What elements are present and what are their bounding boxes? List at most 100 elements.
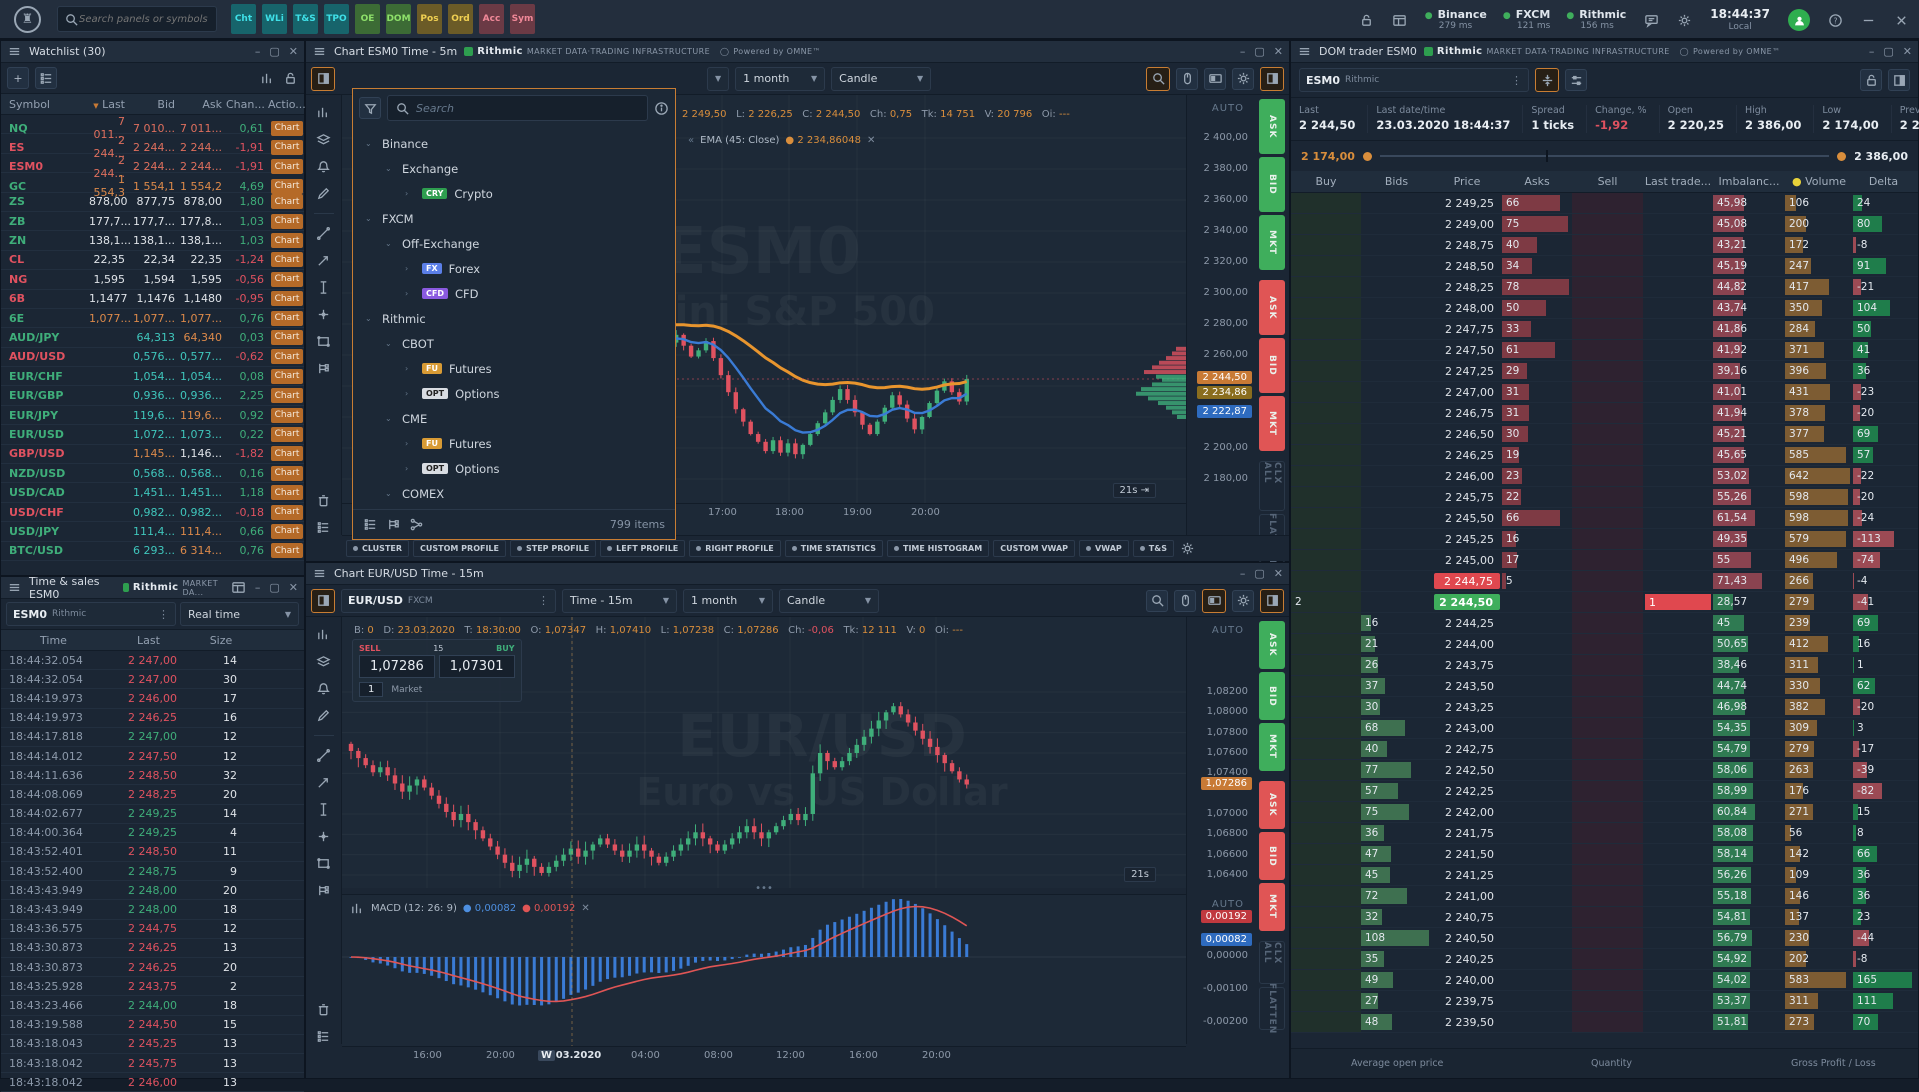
watchlist-row-EUR/GBP[interactable]: EUR/GBP 0,936... 0,936... 2,25 Chart	[1, 386, 304, 406]
dom-row[interactable]: 57 2 242,25 58,99 176 -82	[1291, 781, 1918, 802]
maximize-icon[interactable]: ▢	[269, 45, 280, 58]
watchlist-row-NG[interactable]: NG 1,595 1,594 1,595 -0,56 Chart	[1, 270, 304, 290]
toolbar-button-t&s[interactable]: T&S	[1132, 540, 1174, 557]
dom-row[interactable]: 2 245,75 22 55,26 598 -20	[1291, 487, 1918, 508]
column-header[interactable]: Sell	[1597, 175, 1618, 188]
period-select[interactable]: 1 month ▼	[735, 66, 826, 91]
list-view-icon[interactable]	[363, 517, 378, 532]
nav-button-t&s[interactable]: T&S	[293, 4, 318, 34]
nav-button-wli[interactable]: WLi	[262, 4, 287, 34]
open-chart-button[interactable]: Chart	[271, 213, 303, 229]
chart-search-button[interactable]	[1146, 589, 1168, 612]
layers-icon[interactable]	[316, 654, 331, 669]
toolbar-button-custom-profile[interactable]: CUSTOM PROFILE	[413, 540, 506, 557]
timeframe-select[interactable]: Time - 15m ▼	[562, 588, 677, 613]
rect-icon[interactable]	[316, 334, 331, 349]
buy-bid-button[interactable]: BID	[1259, 672, 1285, 720]
sell-bid-button[interactable]: BID	[1259, 338, 1285, 393]
nav-button-sym[interactable]: Sym	[510, 4, 535, 34]
column-header[interactable]: ▼ Last	[93, 97, 125, 111]
layers-icon[interactable]	[316, 132, 331, 147]
panel-menu-icon[interactable]	[1297, 44, 1312, 59]
watchlist-row-ZN[interactable]: ZN 138,1... 138,1... 138,1... 1,03 Chart	[1, 231, 304, 251]
open-chart-button[interactable]: Chart	[271, 178, 303, 194]
nav-button-dom[interactable]: DOM	[386, 4, 411, 34]
toolbar-button-step-profile[interactable]: STEP PROFILE	[510, 540, 597, 557]
remove-indicator-icon[interactable]: ✕	[581, 903, 590, 914]
nav-button-pos[interactable]: Pos	[417, 4, 442, 34]
dom-row[interactable]: 36 2 241,75 58,08 56 8	[1291, 823, 1918, 844]
tree-item-off-exchange[interactable]: ⌄ Off-Exchange	[385, 236, 480, 251]
global-search-input[interactable]	[79, 13, 209, 25]
watchlist-row-GBP/USD[interactable]: GBP/USD 1,145... 1,146... -1,82 Chart	[1, 445, 304, 465]
lock-button[interactable]	[1860, 69, 1882, 91]
ruler-icon[interactable]	[316, 280, 331, 295]
dom-row[interactable]: 2 247,00 31 41,01 431 -23	[1291, 382, 1918, 403]
open-chart-button[interactable]: Chart	[271, 543, 303, 559]
close-icon[interactable]: ✕	[1273, 45, 1283, 58]
maximize-icon[interactable]: ▢	[1254, 45, 1265, 58]
open-chart-button[interactable]: Chart	[271, 271, 303, 287]
tree-item-options[interactable]: › OPT Options	[405, 461, 500, 476]
maximize-icon[interactable]: ▢	[1883, 45, 1894, 58]
close-icon[interactable]: ✕	[1902, 45, 1912, 58]
watchlist-row-CL[interactable]: CL 22,35 22,34 22,35 -1,24 Chart	[1, 251, 304, 271]
dom-row[interactable]: 75 2 242,00 60,84 271 15	[1291, 802, 1918, 823]
column-header[interactable]: Chan...	[226, 97, 265, 111]
close-icon[interactable]: ✕	[1273, 567, 1283, 580]
watchlist-row-EUR/JPY[interactable]: EUR/JPY 119,6... 119,6... 0,92 Chart	[1, 406, 304, 426]
lock-panel-icon[interactable]	[283, 71, 298, 86]
watchlist-header-row[interactable]: Symbol ▼ Last Bid Ask Chan... Actio...	[1, 93, 306, 115]
open-chart-button[interactable]: Chart	[271, 194, 303, 210]
column-header[interactable]: Symbol	[9, 97, 50, 111]
chart-area[interactable]: EUR/USD Euro vs US Dollar B: 0 D: 23.03.…	[342, 617, 1186, 888]
trend-icon[interactable]	[316, 775, 331, 790]
dom-row[interactable]: 47 2 241,50 58,14 142 66	[1291, 844, 1918, 865]
pane-splitter[interactable]: •••	[755, 883, 773, 894]
panel-toggle-button[interactable]	[1888, 69, 1910, 91]
hierarchy-view-icon[interactable]	[409, 517, 424, 532]
column-header[interactable]: Buy	[1315, 175, 1337, 188]
dom-row[interactable]: 72 2 241,00 55,18 146 36	[1291, 886, 1918, 907]
app-logo-icon[interactable]: ♜	[14, 5, 41, 33]
toolbar-button-right-profile[interactable]: RIGHT PROFILE	[689, 540, 781, 557]
sidebar-toggle-button[interactable]	[1260, 588, 1284, 613]
column-header[interactable]: Last	[137, 633, 160, 647]
line-icon[interactable]	[316, 748, 331, 763]
column-header[interactable]: Time	[40, 633, 67, 647]
dom-row[interactable]: 77 2 242,50 58,06 263 -39	[1291, 760, 1918, 781]
macd-legend[interactable]: MACD (12: 26: 9) ● 0,00082 ● 0,00192 ✕	[350, 901, 590, 916]
user-avatar[interactable]	[1788, 9, 1810, 31]
colchart-icon[interactable]	[316, 627, 331, 642]
tree-item-fxcm[interactable]: ⌄ FXCM	[365, 211, 414, 226]
minimize-icon[interactable]: –	[1868, 45, 1875, 58]
buy-price-button[interactable]: 1,07301	[438, 655, 515, 678]
dom-row[interactable]: 2 246,25 19 45,65 585 57	[1291, 445, 1918, 466]
nav-button-tpo[interactable]: TPO	[324, 4, 349, 34]
close-icon[interactable]: ✕	[288, 581, 298, 594]
remove-indicator-icon[interactable]: ✕	[866, 135, 876, 146]
templates-button[interactable]	[1202, 588, 1226, 613]
open-chart-button[interactable]: Chart	[271, 233, 303, 249]
tree-item-cbot[interactable]: ⌄ CBOT	[385, 336, 434, 351]
watchlist-row-EUR/CHF[interactable]: EUR/CHF 1,054... 1,054... 0,08 Chart	[1, 367, 304, 387]
tree-icon[interactable]	[316, 883, 331, 898]
watchlist-row-ZB[interactable]: ZB 177,7... 177,7... 177,8... 1,03 Chart	[1, 212, 304, 232]
toolbar-button-left-profile[interactable]: LEFT PROFILE	[600, 540, 686, 557]
dom-symbol-selector[interactable]: ESM0 Rithmic ⋮	[1299, 68, 1529, 92]
column-header[interactable]: Imbalanc...	[1718, 175, 1780, 188]
listcfg-icon[interactable]	[316, 520, 331, 535]
watchlist-row-ZS[interactable]: ZS 878,00 877,75 878,00 1,80 Chart	[1, 193, 304, 212]
settings-gear-icon[interactable]	[1677, 13, 1692, 28]
chart-settings-button[interactable]	[1232, 589, 1254, 612]
style-select[interactable]: Candle ▼	[779, 588, 879, 613]
layout-icon[interactable]	[1392, 13, 1407, 28]
tree-icon[interactable]	[316, 361, 331, 376]
nav-button-cht[interactable]: Cht	[231, 4, 256, 34]
dom-row[interactable]: 2 245,00 17 55 496 -74	[1291, 550, 1918, 571]
dom-row[interactable]: 2 248,75 40 43,21 172 -8	[1291, 235, 1918, 256]
dom-row[interactable]: 68 2 243,00 54,35 309 3	[1291, 718, 1918, 739]
listcfg-icon[interactable]	[316, 1029, 331, 1044]
open-chart-button[interactable]: Chart	[271, 349, 303, 365]
